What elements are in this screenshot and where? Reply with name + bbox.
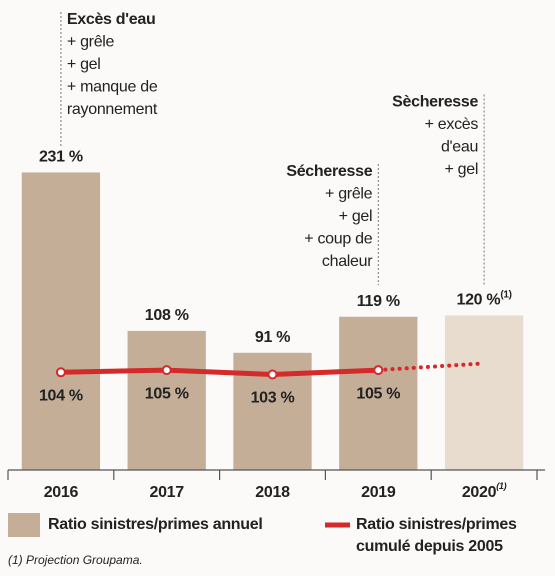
line-point [55, 367, 66, 378]
line-value-label: 104 % [39, 388, 83, 405]
line-value-label: 105 % [356, 385, 400, 402]
annotation-text: d'eau [441, 139, 478, 156]
annotation-text: Excès d'eau [67, 11, 156, 28]
x-tick-label: 2019 [361, 484, 396, 501]
x-tick-label: 2016 [44, 484, 79, 501]
x-tick-label: 2020(1) [462, 481, 507, 501]
footnote: (1) Projection Groupama. [8, 553, 143, 567]
annotation-text: + gel [444, 161, 478, 178]
footnote-ref: (1) [500, 289, 511, 300]
annotation-text: + gel [67, 56, 101, 73]
bar [339, 316, 418, 470]
x-tick-label: 2017 [149, 484, 184, 501]
annotation-text: Sécheresse [286, 163, 372, 180]
line-value-label: 105 % [145, 385, 189, 402]
bar [127, 330, 206, 470]
value-label: 91 % [255, 329, 290, 346]
annotation-text: + coup de [304, 231, 372, 248]
line-point [267, 369, 278, 380]
line-point [161, 365, 172, 376]
legend-swatch [8, 513, 40, 537]
line-point [373, 365, 384, 376]
value-label: 108 % [145, 307, 189, 324]
annotation-text: chaleur [322, 253, 373, 270]
annotation-text: rayonnement [67, 101, 158, 118]
value-label: 120 %(1) [456, 289, 511, 309]
annotation-text: Sècheresse [392, 94, 478, 111]
bar [21, 172, 101, 471]
annotation-text: + gel [339, 208, 373, 225]
bar [444, 315, 524, 470]
footnote-ref: (1) [496, 481, 506, 491]
annotation-text: + grêle [325, 186, 373, 203]
annotation-text: + grêle [67, 34, 115, 51]
line-value-label: 103 % [251, 390, 295, 407]
legend-label: Ratio sinistres/primes cumulé depuis 200… [356, 516, 517, 555]
value-label: 231 % [39, 149, 83, 166]
annotation-text: + manque de [67, 79, 158, 96]
legend-label: Ratio sinistres/primes annuel [48, 516, 263, 533]
value-label: 119 % [357, 293, 400, 310]
annotation-text: + excès [425, 116, 479, 133]
x-tick-label: 2018 [255, 484, 290, 501]
line [60, 367, 379, 378]
